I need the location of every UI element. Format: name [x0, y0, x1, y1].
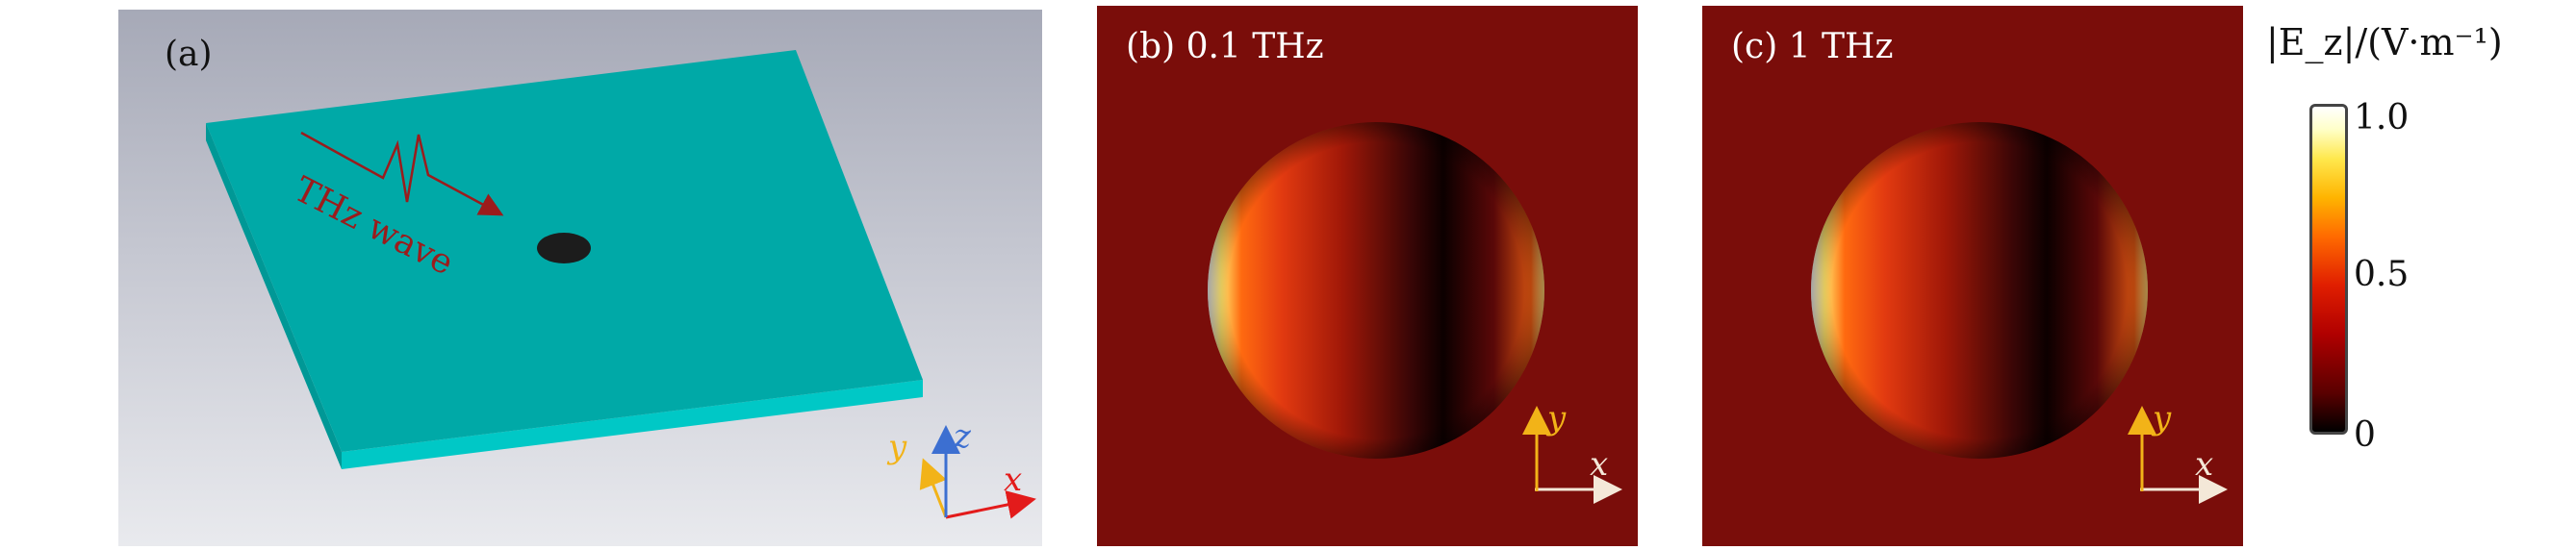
axis-x-label-c: x — [2195, 445, 2213, 484]
axis-x-label-b: x — [1590, 445, 1608, 484]
axis-y-label-b: y — [1545, 399, 1567, 438]
slab-left-side — [206, 123, 342, 469]
axis-y-label: y — [886, 428, 907, 466]
axis-y-arrow — [919, 458, 948, 518]
thz-wave-pulse — [300, 131, 504, 216]
slab-illustration: THz wave x y z — [206, 50, 1036, 519]
aperture-edge-b — [1208, 122, 1544, 459]
aperture-edge-c — [1811, 122, 2148, 459]
colorbar-gradient — [2309, 104, 2348, 435]
axis-x-arrow — [945, 490, 1036, 519]
panel-b-field-map: x y (b) 0.1 THz — [1097, 6, 1638, 546]
panel-a-slab-diagram: (a) THz wave x y — [118, 10, 1042, 546]
colorbar-title: |E_z|/(V·m⁻¹) — [2266, 21, 2503, 63]
slab-front-side — [342, 380, 923, 469]
panel-c-label: (c) 1 THz — [1731, 27, 1894, 66]
panel-b-label: (b) 0.1 THz — [1126, 27, 1324, 66]
slab-hole — [537, 233, 591, 263]
panel-a-label: (a) — [165, 35, 213, 74]
field-map-c: x y — [1811, 122, 2228, 504]
panel-c-field-map: x y (c) 1 THz — [1702, 6, 2243, 546]
axis-z-label: z — [953, 417, 972, 456]
axis-y-label-c: y — [2151, 399, 2172, 438]
colorbar-tick-min: 0 — [2354, 415, 2376, 455]
field-map-b: x y — [1208, 122, 1622, 504]
colorbar-tick-mid: 0.5 — [2354, 255, 2410, 294]
axis-x-label: x — [1004, 461, 1022, 499]
colorbar-tick-max: 1.0 — [2354, 98, 2410, 138]
